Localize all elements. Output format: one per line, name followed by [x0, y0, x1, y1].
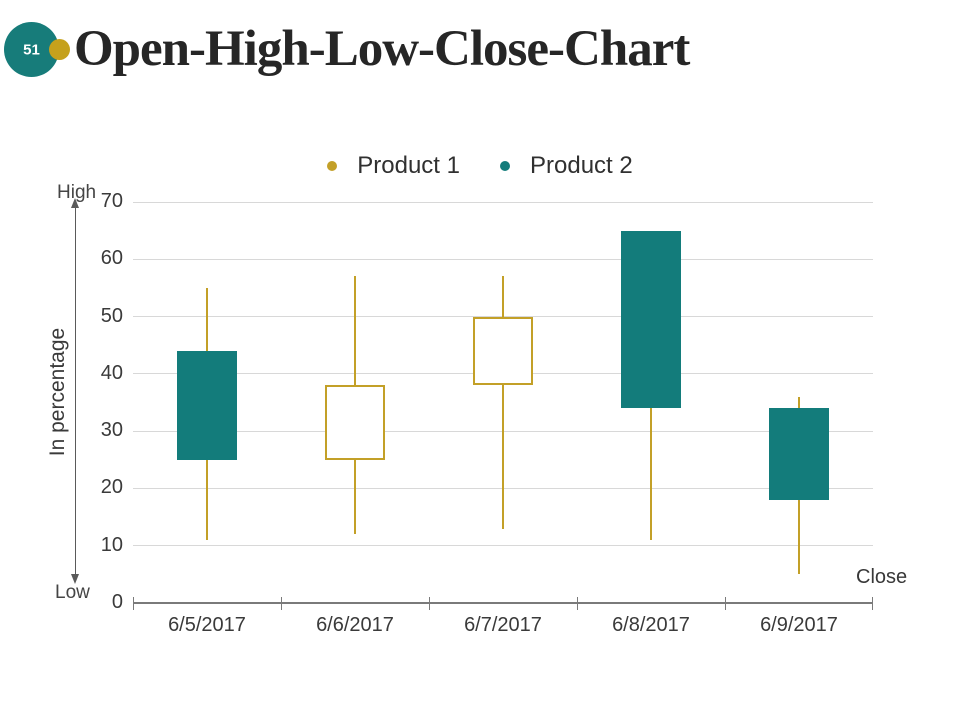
x-axis-category-label: 6/8/2017	[612, 614, 690, 636]
x-axis-tick	[872, 597, 873, 610]
gridline	[133, 258, 873, 260]
legend-dot-gold-icon	[327, 161, 338, 171]
candle-body	[769, 408, 829, 500]
candle-wick	[502, 276, 504, 529]
y-axis-tick-label: 10	[100, 533, 123, 556]
x-axis-tick	[577, 597, 578, 610]
y-axis-tick-label: 60	[100, 247, 123, 270]
high-annotation: High	[57, 182, 97, 203]
candle-body	[473, 316, 533, 386]
legend-dot-teal-icon	[500, 161, 510, 171]
title-bullet-icon	[49, 39, 70, 60]
candle-body	[177, 350, 237, 460]
x-axis-line	[133, 602, 873, 604]
gridline	[133, 545, 873, 547]
y-axis-tick-label: 70	[100, 190, 123, 212]
legend-item-product-2: Product 2	[500, 152, 633, 180]
x-axis-category-label: 6/9/2017	[760, 614, 838, 636]
legend-label: Product 1	[357, 152, 460, 179]
low-annotation: Low	[55, 582, 90, 603]
y-axis-tick-label: 50	[100, 304, 123, 327]
x-axis-tick	[281, 597, 282, 610]
y-axis-tick-label: 40	[100, 361, 123, 384]
chart-legend: Product 1 Product 2	[0, 152, 960, 180]
x-axis-category-label: 6/6/2017	[316, 614, 394, 636]
close-annotation: Close	[856, 566, 908, 588]
x-axis-category-label: 6/7/2017	[464, 614, 542, 636]
y-axis-tick-label: 0	[111, 591, 123, 613]
gridline	[133, 201, 873, 203]
candle-body	[325, 385, 385, 460]
y-axis-tick-label: 30	[100, 419, 123, 442]
ohlc-chart: 0 10 20 30 40 50 60 70 6/5/2017 6/6/2017 6/7/2017 6…	[101, 190, 873, 636]
legend-label: Product 2	[530, 152, 633, 179]
x-axis-category-label: 6/5/2017	[168, 614, 246, 636]
legend-item-product-1: Product 1	[327, 152, 460, 180]
x-axis-tick	[429, 597, 430, 610]
candle-body	[621, 230, 681, 409]
slide-number: 51	[23, 41, 40, 58]
x-axis-tick	[133, 597, 134, 610]
x-axis-tick	[725, 597, 726, 610]
page-title: Open-High-Low-Close-Chart	[74, 21, 690, 77]
high-low-arrow-icon	[71, 198, 79, 584]
y-axis-tick-label: 20	[100, 476, 123, 499]
y-axis-title: In percentage	[46, 327, 69, 457]
